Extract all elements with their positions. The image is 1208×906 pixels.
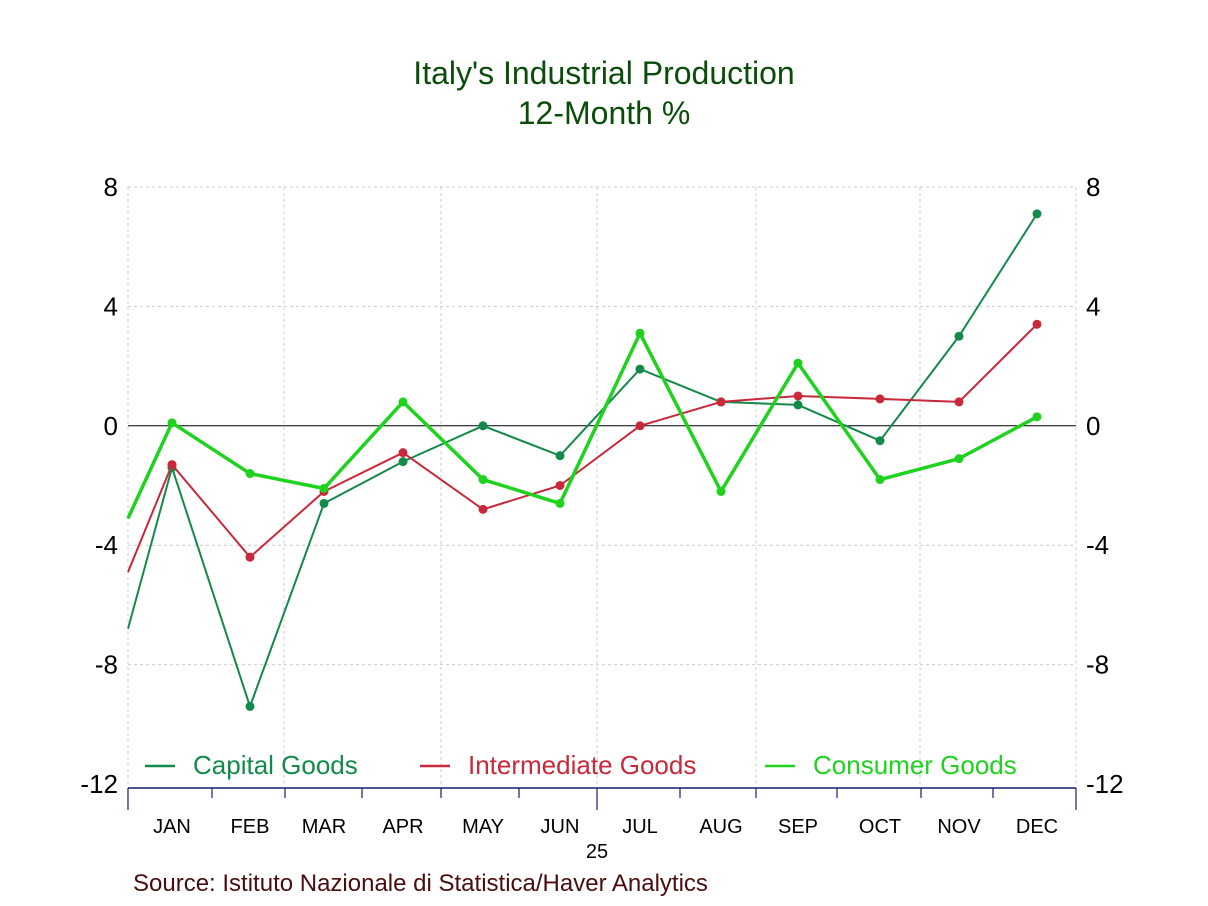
- data-point: [555, 451, 565, 461]
- x-tick-label: JUN: [541, 816, 580, 838]
- x-tick-label: AUG: [699, 816, 742, 838]
- x-tick-label: OCT: [859, 816, 901, 838]
- data-point: [245, 701, 255, 711]
- x-year-label: 25: [586, 841, 608, 863]
- data-point: [245, 469, 255, 479]
- data-point: [716, 397, 726, 407]
- data-point: [478, 475, 488, 485]
- y-tick-label-left: -12: [80, 769, 118, 799]
- legend-label: Consumer Goods: [813, 750, 1017, 780]
- data-point: [319, 483, 329, 493]
- data-point: [478, 504, 488, 514]
- data-point: [555, 481, 565, 490]
- legend-label: Capital Goods: [193, 750, 358, 780]
- data-point: [875, 436, 885, 446]
- series-line-capital-goods: [127, 213, 1038, 708]
- data-point: [954, 331, 964, 341]
- data-point: [555, 498, 565, 508]
- y-tick-label-right: -8: [1086, 650, 1109, 680]
- chart-subtitle: 12-Month %: [517, 95, 691, 131]
- data-point: [319, 498, 329, 508]
- x-tick-label: DEC: [1016, 816, 1058, 838]
- y-tick-label-left: 0: [104, 411, 118, 441]
- x-tick-label: JUL: [622, 816, 658, 838]
- x-tick-label: SEP: [778, 816, 818, 838]
- data-point: [1032, 319, 1042, 329]
- source-note: Source: Istituto Nazionale di Statistica…: [133, 870, 708, 897]
- data-point: [716, 486, 726, 496]
- x-tick-label: FEB: [231, 816, 270, 838]
- x-tick-label: APR: [382, 816, 423, 838]
- data-point: [875, 394, 885, 404]
- data-point: [245, 552, 255, 562]
- x-tick-label: MAY: [462, 816, 504, 838]
- y-tick-label-left: 4: [104, 291, 118, 321]
- data-point: [398, 457, 408, 467]
- data-point: [954, 454, 964, 464]
- data-point: [635, 328, 645, 338]
- data-point: [635, 421, 645, 431]
- data-point: [1032, 412, 1042, 422]
- y-tick-label-right: -4: [1086, 530, 1109, 560]
- x-tick-label: JAN: [153, 816, 191, 838]
- legend-label: Intermediate Goods: [468, 750, 696, 780]
- data-point: [793, 358, 803, 368]
- data-point: [398, 397, 408, 407]
- y-tick-label-left: -4: [95, 530, 118, 560]
- y-tick-label-left: 8: [104, 172, 118, 202]
- data-point: [167, 418, 177, 428]
- y-tick-label-right: 8: [1086, 172, 1100, 202]
- data-point: [954, 397, 964, 407]
- data-point: [635, 364, 645, 374]
- data-point: [793, 391, 803, 401]
- x-tick-label: NOV: [937, 816, 981, 838]
- data-point: [398, 448, 408, 458]
- y-tick-label-right: -12: [1086, 769, 1124, 799]
- chart-title: Italy's Industrial Production: [413, 55, 795, 91]
- y-tick-label-right: 4: [1086, 291, 1100, 321]
- data-point: [478, 421, 488, 431]
- data-point: [875, 475, 885, 485]
- data-point: [167, 460, 177, 470]
- series-line-intermediate-goods: [127, 323, 1038, 573]
- data-point: [793, 400, 803, 410]
- x-tick-label: MAR: [302, 816, 346, 838]
- y-tick-label-right: 0: [1086, 411, 1100, 441]
- y-tick-label-left: -8: [95, 650, 118, 680]
- data-point: [1032, 209, 1042, 219]
